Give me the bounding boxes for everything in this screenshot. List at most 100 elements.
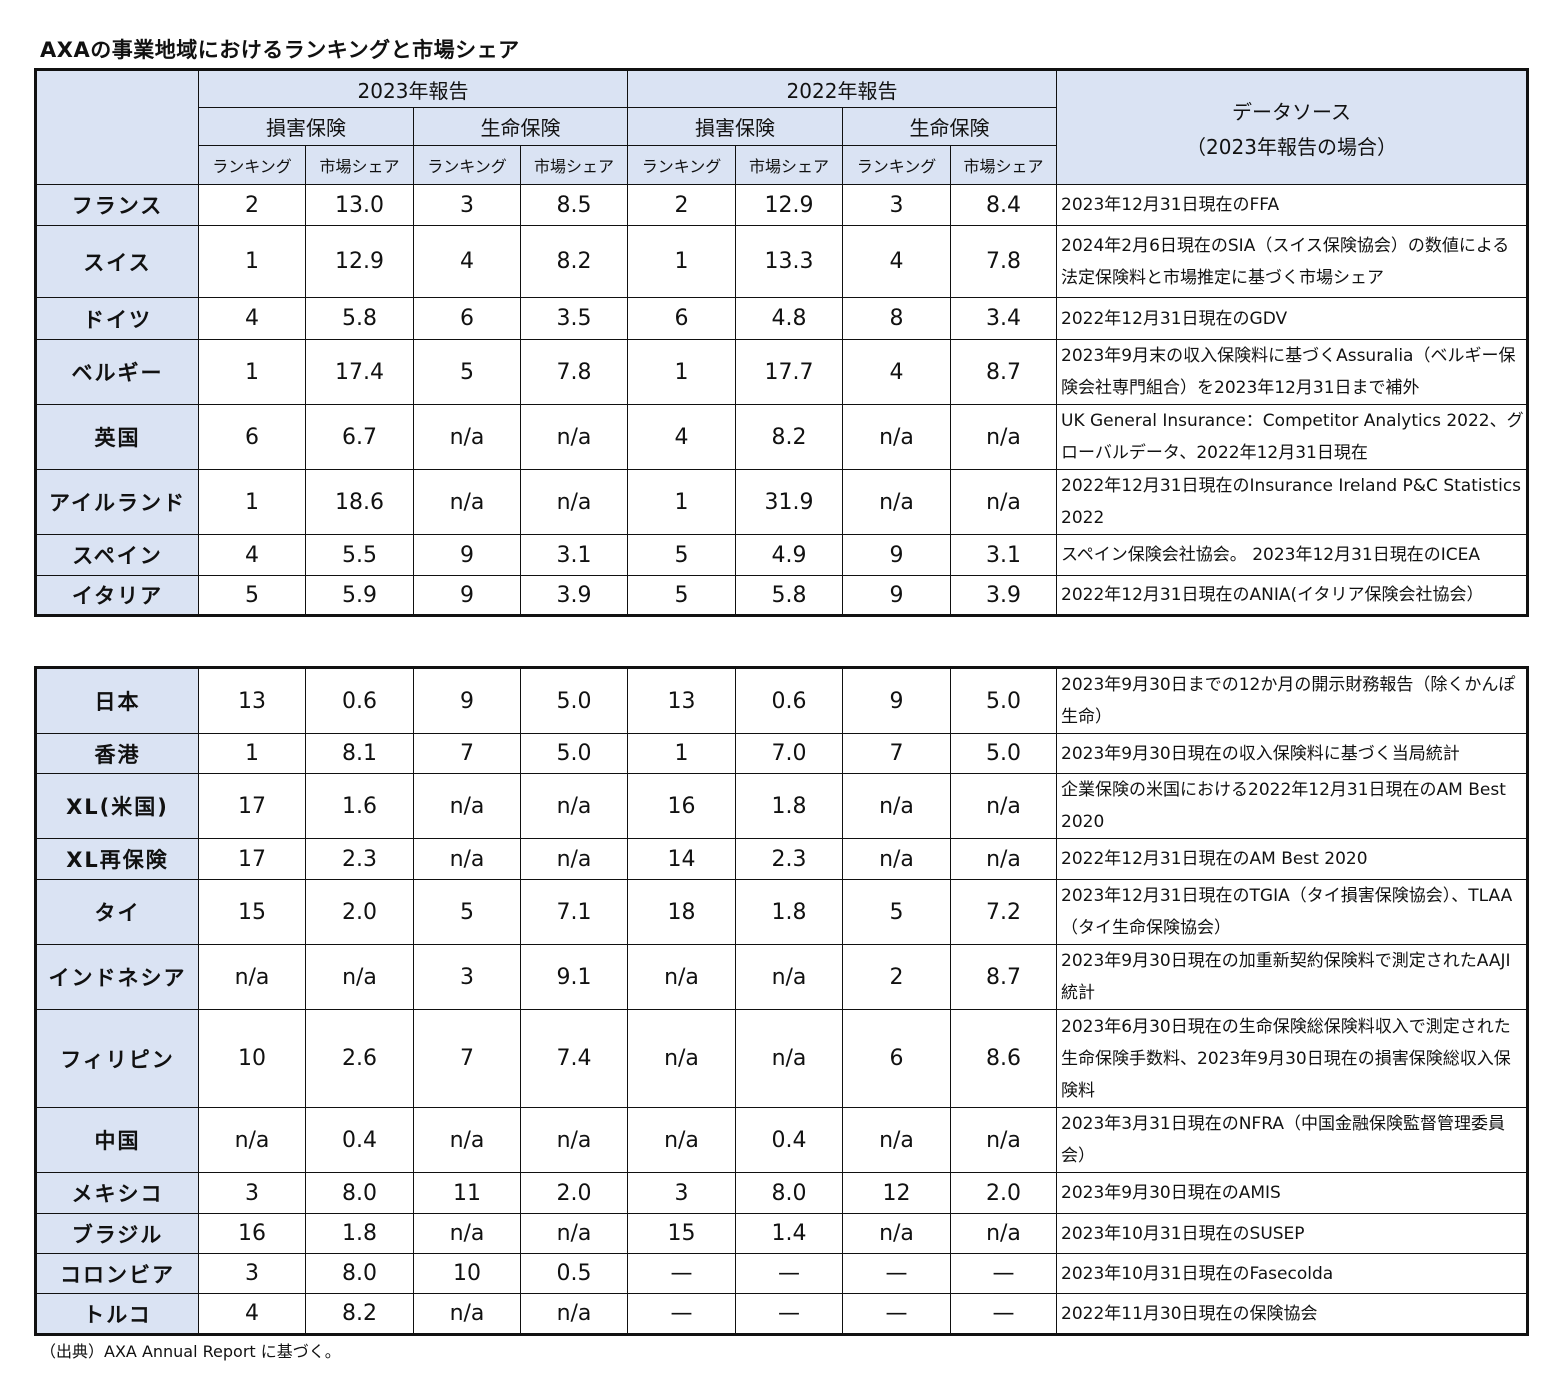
ranking-cell: 9 bbox=[842, 575, 951, 616]
market-share-cell: — bbox=[950, 1253, 1057, 1294]
market-share-cell: 5.0 bbox=[520, 667, 628, 734]
ranking-cell: n/a bbox=[413, 469, 521, 535]
ranking-cell: — bbox=[627, 1253, 736, 1294]
data-source-cell: 2024年2月6日現在のSIA（スイス保険協会）の数値による法定保険料と市場推定… bbox=[1056, 225, 1528, 298]
market-share-cell: 13.0 bbox=[305, 184, 414, 226]
table-row: インドネシア n/a n/a 3 9.1 n/a n/a 2 8.7 2023年9月30日現在の加… bbox=[35, 944, 1528, 1010]
country-cell: メキシコ bbox=[35, 1172, 199, 1214]
market-share-cell: 7.1 bbox=[520, 879, 628, 945]
ranking-cell: 17 bbox=[198, 773, 306, 839]
ranking-cell: 1 bbox=[198, 469, 306, 535]
header-share: 市場シェア bbox=[305, 145, 414, 185]
country-cell: タイ bbox=[35, 879, 199, 945]
market-share-cell: 7.8 bbox=[520, 339, 628, 405]
data-source-cell: 企業保険の米国における2022年12月31日現在のAM Best 2020 bbox=[1056, 773, 1528, 839]
data-source-cell: 2023年9月30日までの12か月の開示財務報告（除くかんぽ生命） bbox=[1056, 667, 1528, 734]
market-share-cell: 7.2 bbox=[950, 879, 1057, 945]
header-data-source: データソース （2023年報告の場合） bbox=[1056, 69, 1528, 185]
country-cell: 英国 bbox=[35, 404, 199, 470]
market-share-cell: 2.3 bbox=[305, 838, 414, 880]
market-share-cell: 6.7 bbox=[305, 404, 414, 470]
ranking-cell: n/a bbox=[842, 1107, 951, 1173]
ranking-cell: 7 bbox=[842, 733, 951, 774]
market-share-cell: 12.9 bbox=[735, 184, 843, 226]
market-share-cell: n/a bbox=[520, 1213, 628, 1254]
market-share-cell: 7.4 bbox=[520, 1009, 628, 1108]
ranking-cell: 15 bbox=[198, 879, 306, 945]
market-share-cell: 5.5 bbox=[305, 534, 414, 576]
market-share-cell: 8.1 bbox=[305, 733, 414, 774]
data-source-cell: 2023年12月31日現在のFFA bbox=[1056, 184, 1528, 226]
market-share-cell: 9.1 bbox=[520, 944, 628, 1010]
table-row: フランス 2 13.0 3 8.5 2 12.9 3 8.4 2023年12月31日現在のFFA bbox=[35, 184, 1528, 226]
market-share-cell: 7.8 bbox=[950, 225, 1057, 298]
market-share-cell: 7.0 bbox=[735, 733, 843, 774]
data-source-cell: 2022年12月31日現在のInsurance Ireland P&C Stat… bbox=[1056, 469, 1528, 535]
market-share-cell: n/a bbox=[520, 838, 628, 880]
market-share-cell: 1.8 bbox=[305, 1213, 414, 1254]
header-source-line2: （2023年報告の場合） bbox=[1186, 134, 1397, 159]
market-share-cell: 1.8 bbox=[735, 879, 843, 945]
market-share-cell: 8.0 bbox=[305, 1253, 414, 1294]
ranking-cell: 7 bbox=[413, 733, 521, 774]
ranking-cell: — bbox=[842, 1253, 951, 1294]
table-row: ベルギー 1 17.4 5 7.8 1 17.7 4 8.7 2023年9月末の収入保険料に基づく… bbox=[35, 339, 1528, 405]
ranking-cell: — bbox=[842, 1293, 951, 1335]
ranking-cell: 1 bbox=[627, 339, 736, 405]
ranking-cell: 16 bbox=[198, 1213, 306, 1254]
market-share-cell: — bbox=[735, 1253, 843, 1294]
ranking-cell: n/a bbox=[627, 944, 736, 1010]
table-row: XL(米国) 17 1.6 n/a n/a 16 1.8 n/a n/a 企業保険の米国における2… bbox=[35, 773, 1528, 839]
header-source-line1: データソース bbox=[1232, 99, 1351, 124]
ranking-cell: 4 bbox=[842, 339, 951, 405]
market-share-cell: 13.3 bbox=[735, 225, 843, 298]
market-share-cell: 4.8 bbox=[735, 297, 843, 340]
ranking-cell: 5 bbox=[627, 575, 736, 616]
country-cell: アイルランド bbox=[35, 469, 199, 535]
market-share-cell: 8.4 bbox=[950, 184, 1057, 226]
market-share-cell: 5.0 bbox=[520, 733, 628, 774]
ranking-cell: 12 bbox=[842, 1172, 951, 1214]
ranking-cell: n/a bbox=[198, 944, 306, 1010]
market-share-cell: n/a bbox=[950, 1107, 1057, 1173]
market-share-cell: 2.6 bbox=[305, 1009, 414, 1108]
ranking-cell: n/a bbox=[413, 1293, 521, 1335]
market-share-cell: 17.7 bbox=[735, 339, 843, 405]
country-cell: フィリピン bbox=[35, 1009, 199, 1108]
header-ranking: ランキング bbox=[627, 145, 736, 185]
data-source-cell: 2023年6月30日現在の生命保険総保険料収入で測定された生命保険手数料、202… bbox=[1056, 1009, 1528, 1108]
ranking-cell: 4 bbox=[198, 1293, 306, 1335]
data-source-cell: 2023年9月末の収入保険料に基づくAssuralia（ベルギー保険会社専門組合… bbox=[1056, 339, 1528, 405]
market-share-cell: 2.0 bbox=[305, 879, 414, 945]
market-share-cell: 1.6 bbox=[305, 773, 414, 839]
ranking-cell: 9 bbox=[842, 534, 951, 576]
ranking-cell: 10 bbox=[413, 1253, 521, 1294]
market-share-cell: 8.2 bbox=[520, 225, 628, 298]
ranking-cell: n/a bbox=[842, 1213, 951, 1254]
ranking-table-europe: 2023年報告 2022年報告 データソース （2023年報告の場合） 損害保険… bbox=[34, 68, 1529, 617]
header-2023-nonlife: 損害保険 bbox=[198, 107, 414, 146]
data-source-cell: 2022年12月31日現在のAM Best 2020 bbox=[1056, 838, 1528, 880]
market-share-cell: 2.3 bbox=[735, 838, 843, 880]
ranking-cell: 8 bbox=[842, 297, 951, 340]
table-row: ドイツ 4 5.8 6 3.5 6 4.8 8 3.4 2022年12月31日現在のGDV bbox=[35, 297, 1528, 340]
ranking-cell: 1 bbox=[627, 733, 736, 774]
market-share-cell: n/a bbox=[950, 404, 1057, 470]
data-source-cell: UK General Insurance：Competitor Analytic… bbox=[1056, 404, 1528, 470]
ranking-table-other: 日本 13 0.6 9 5.0 13 0.6 9 5.0 2023年9月30日までの12か月の開示… bbox=[34, 666, 1529, 1336]
market-share-cell: 12.9 bbox=[305, 225, 414, 298]
table-row: 英国 6 6.7 n/a n/a 4 8.2 n/a n/a UK General Insuran… bbox=[35, 404, 1528, 470]
ranking-cell: 11 bbox=[413, 1172, 521, 1214]
ranking-cell: n/a bbox=[842, 469, 951, 535]
country-cell: 香港 bbox=[35, 733, 199, 774]
market-share-cell: 0.6 bbox=[305, 667, 414, 734]
ranking-cell: 18 bbox=[627, 879, 736, 945]
country-cell: フランス bbox=[35, 184, 199, 226]
market-share-cell: n/a bbox=[520, 404, 628, 470]
market-share-cell: 0.4 bbox=[735, 1107, 843, 1173]
header-2022-life: 生命保険 bbox=[842, 107, 1057, 146]
ranking-cell: n/a bbox=[627, 1009, 736, 1108]
market-share-cell: n/a bbox=[950, 469, 1057, 535]
ranking-cell: n/a bbox=[413, 1107, 521, 1173]
ranking-cell: 3 bbox=[198, 1172, 306, 1214]
